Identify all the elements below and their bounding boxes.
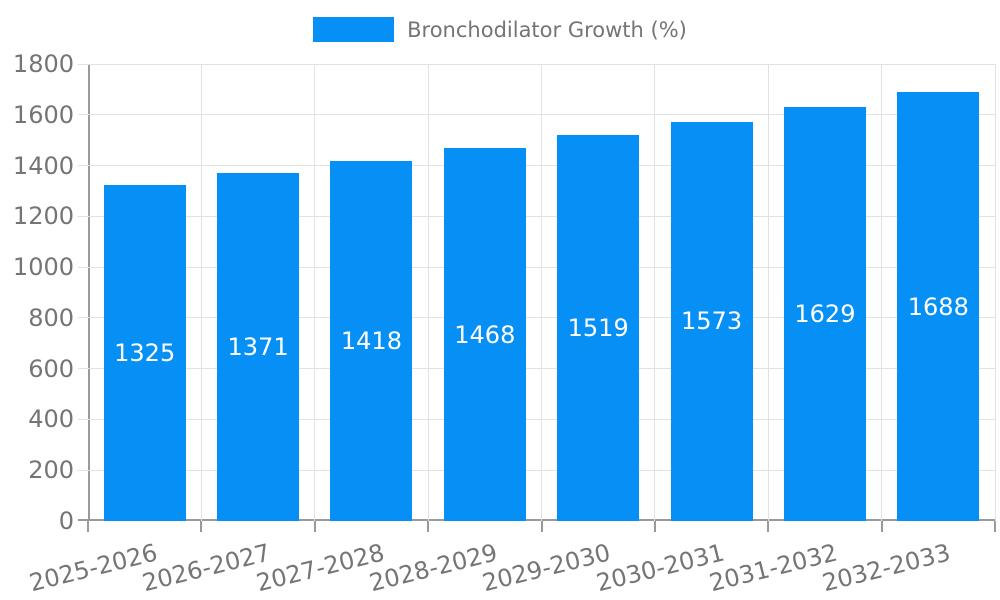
y-axis-tick-label: 400 (28, 405, 74, 434)
x-gridline (200, 64, 202, 521)
bar-value-label: 1519 (567, 314, 629, 343)
y-gridline (78, 368, 995, 370)
y-gridline (78, 215, 995, 217)
x-gridline (541, 64, 542, 521)
x-gridline (314, 64, 316, 521)
x-axis-category-label: 2030-2031 (593, 538, 727, 598)
bar-value-label: 1573 (681, 307, 743, 336)
chart-legend: Bronchodilator Growth (%) (0, 17, 1000, 42)
bar-value-label: 1688 (907, 292, 969, 321)
x-axis-tick (313, 521, 316, 532)
y-gridline (78, 63, 995, 65)
bar-2029-2030: 1519 (557, 135, 640, 521)
bar-2030-2031: 1573 (670, 121, 753, 521)
x-axis-category-label: 2025-2026 (26, 538, 161, 598)
x-axis-tick (767, 521, 770, 532)
y-gridline (78, 317, 995, 319)
y-axis-tick-label: 1200 (12, 202, 74, 231)
bar-2031-2032: 1629 (783, 107, 866, 521)
bar-2028-2029: 1468 (443, 148, 526, 521)
y-axis-tick-label: 1800 (12, 50, 74, 78)
legend-label: Bronchodilator Growth (%) (407, 17, 687, 42)
y-axis-line (88, 64, 90, 521)
y-gridline (78, 266, 995, 268)
bar-2032-2033: 1688 (897, 92, 980, 521)
y-axis-tick-label: 0 (58, 507, 74, 535)
y-gridline (78, 165, 995, 167)
y-axis-tick-label: 1000 (12, 253, 74, 282)
bar-value-label: 1629 (794, 300, 856, 329)
x-axis-category-label: 2026-2027 (139, 538, 274, 598)
x-axis-category-label: 2027-2028 (253, 538, 387, 598)
legend-item-bronchodilator-growth[interactable]: Bronchodilator Growth (%) (313, 17, 687, 42)
x-axis-tick (880, 521, 883, 532)
x-axis-tick (200, 521, 203, 532)
x-axis-line (78, 519, 995, 521)
x-axis-tick (87, 521, 89, 532)
x-axis-tick (994, 521, 996, 532)
y-axis-tick-label: 800 (28, 303, 74, 332)
y-axis-tick-label: 600 (28, 354, 74, 383)
y-axis-tick-label: 1400 (12, 151, 74, 180)
y-gridline (78, 469, 995, 471)
bar-value-label: 1418 (340, 327, 402, 355)
x-axis-tick (653, 521, 656, 532)
x-gridline (767, 64, 769, 521)
y-axis-tick-label: 1600 (12, 100, 74, 129)
legend-swatch-icon (313, 17, 395, 42)
bar-value-label: 1468 (454, 320, 516, 349)
x-axis-tick (427, 521, 430, 532)
x-gridline (427, 64, 429, 521)
x-gridline (654, 64, 656, 521)
bar-2025-2026: 1325 (103, 184, 186, 521)
bar-2026-2027: 1371 (217, 172, 300, 521)
x-axis-category-label: 2028-2029 (366, 538, 501, 598)
bar-value-label: 1325 (114, 338, 176, 367)
bar-2027-2028: 1418 (330, 161, 413, 521)
x-gridline (881, 64, 883, 521)
y-axis-tick-label: 200 (28, 456, 74, 485)
x-axis-category-label: 2029-2030 (479, 538, 614, 598)
y-gridline (78, 418, 995, 420)
x-axis-category-label: 2032-2033 (819, 538, 954, 598)
bar-value-label: 1371 (227, 332, 289, 361)
y-gridline (78, 114, 995, 116)
plot-area: 0 200 400 600 800 1000 1200 1400 1600 1800 1325 137… (13, 50, 996, 597)
x-gridline (994, 64, 996, 521)
x-axis-category-label: 2031-2032 (706, 538, 841, 598)
x-axis-tick (540, 521, 543, 532)
